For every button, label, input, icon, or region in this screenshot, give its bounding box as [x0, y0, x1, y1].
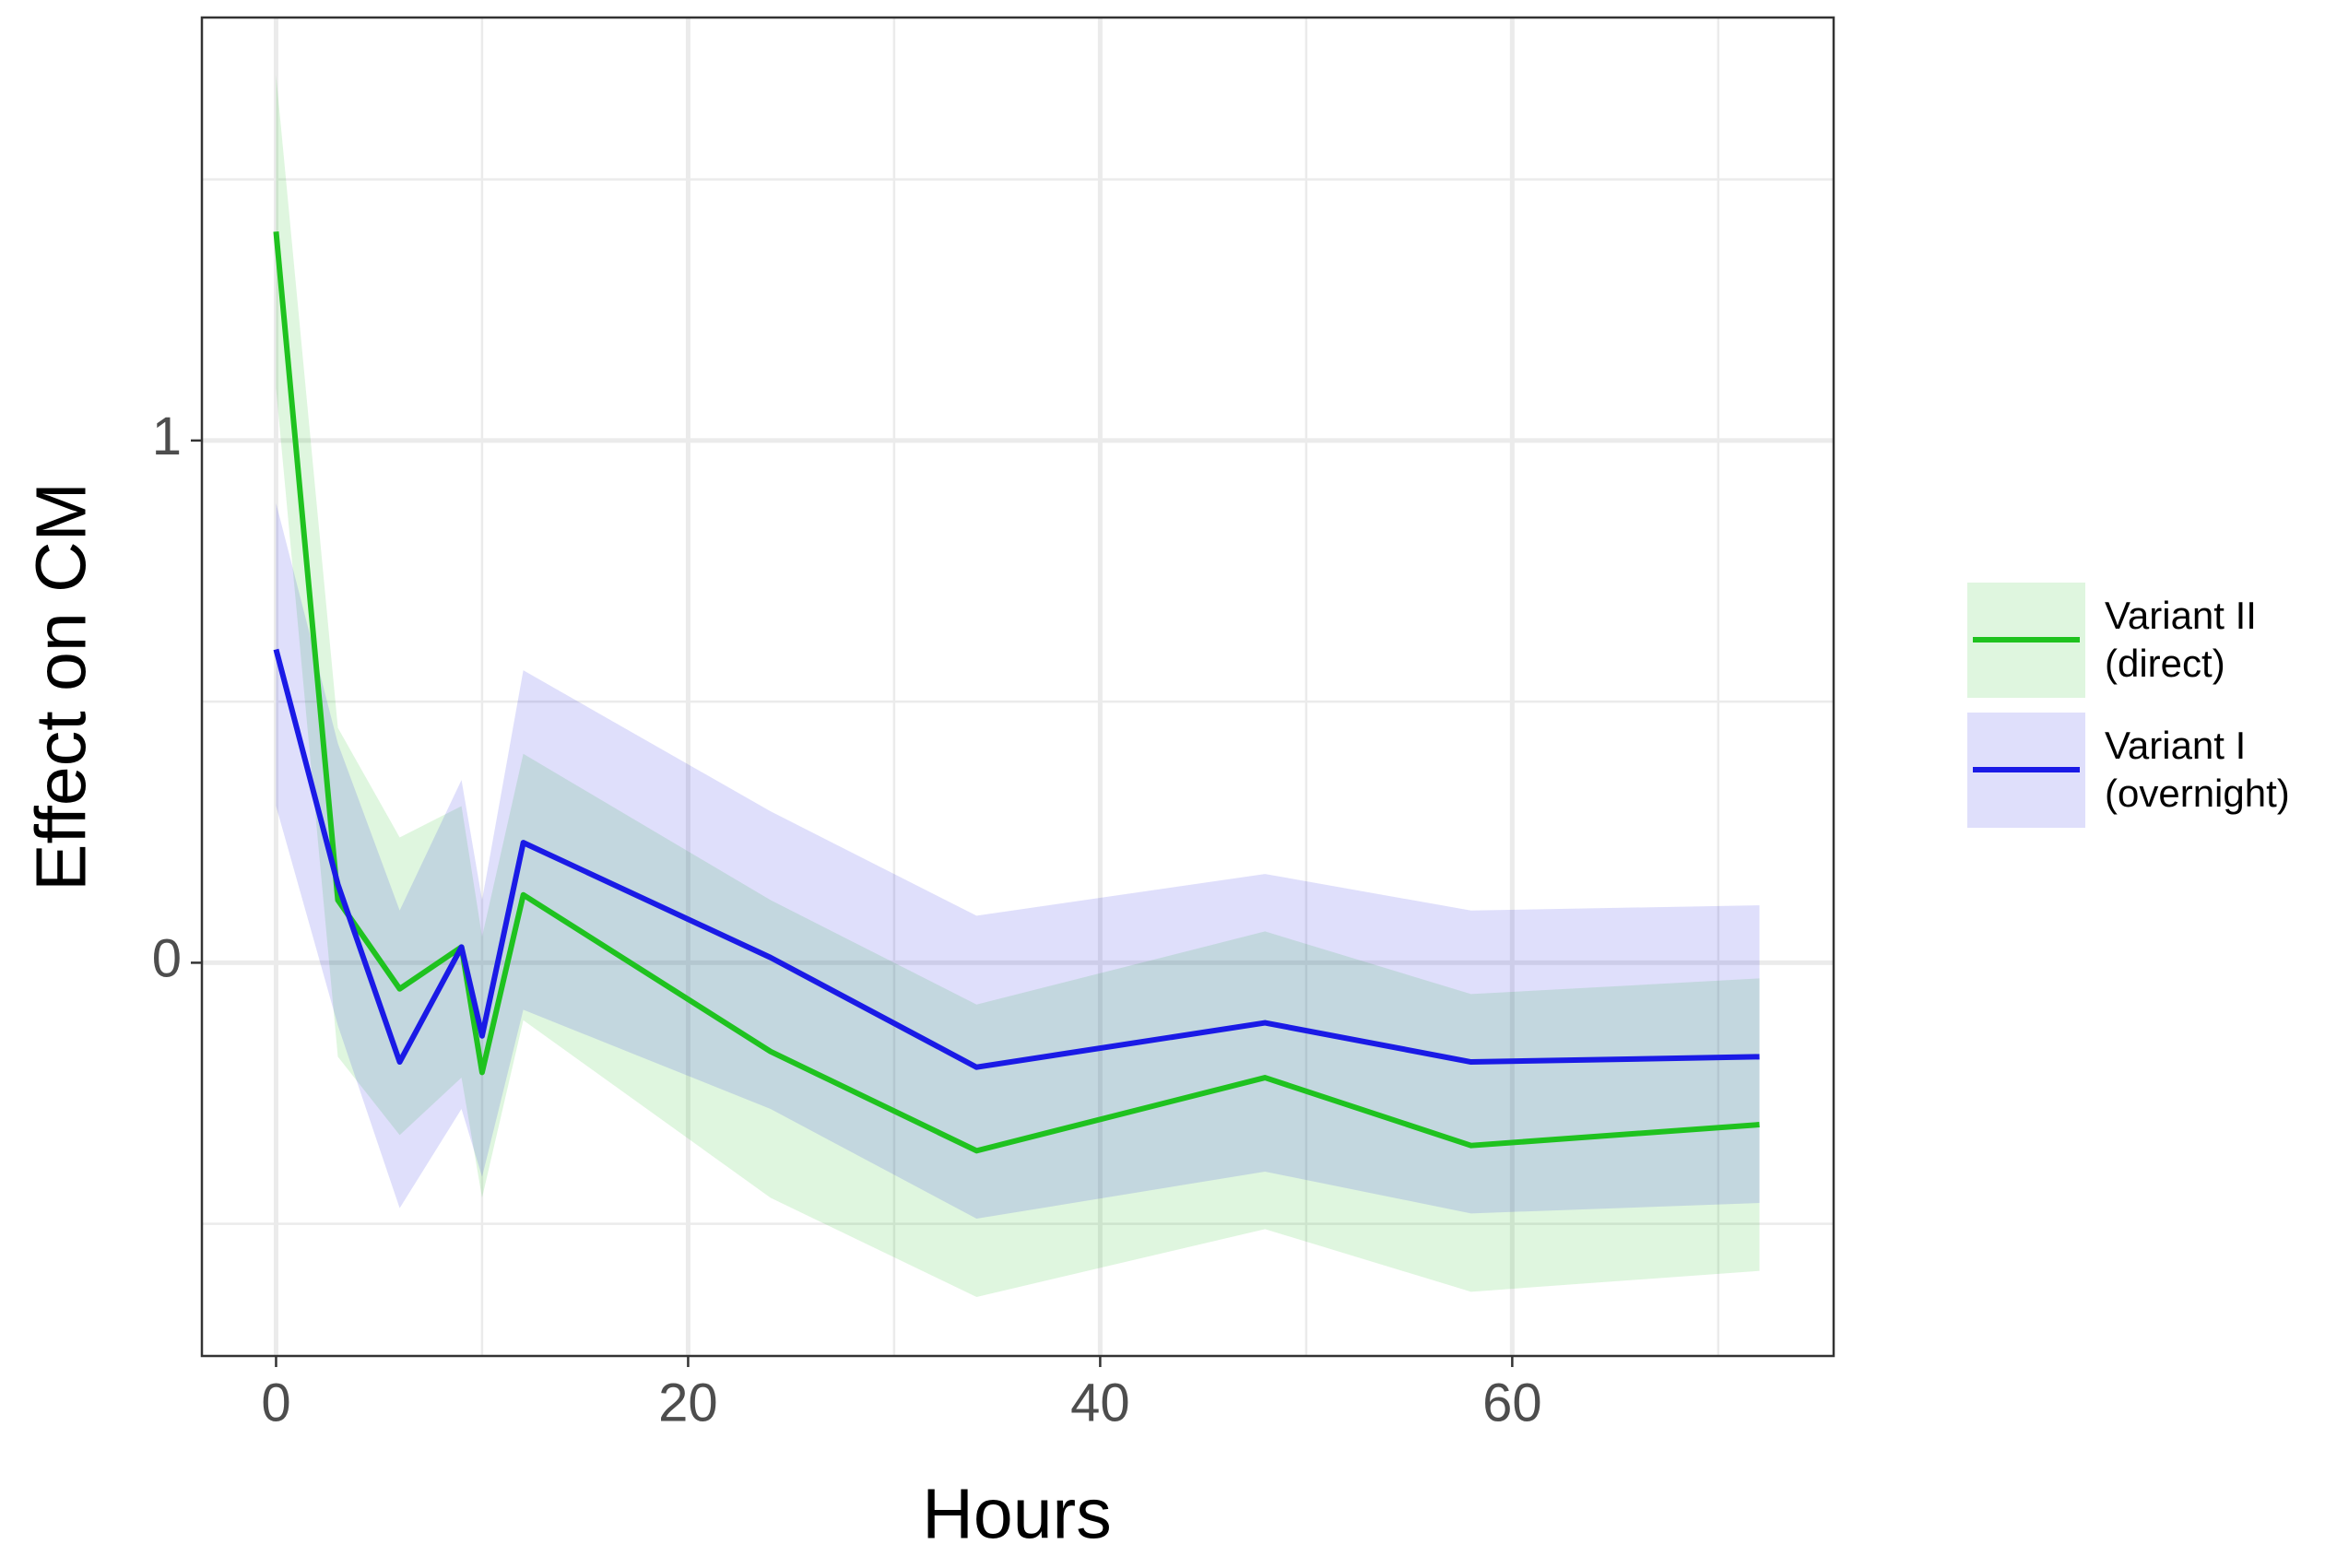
line: [273, 230, 1760, 1154]
legend-label: Variant II (direct): [2105, 594, 2257, 685]
x-tick-label: 0: [261, 1373, 290, 1432]
line: [273, 648, 1760, 1070]
y-axis-title: Effect on CM: [21, 482, 100, 891]
panel: [202, 18, 1834, 1356]
x-tick-label: 20: [658, 1373, 718, 1432]
panel-border: [200, 16, 1835, 1358]
y-tick-label: 0: [152, 929, 182, 989]
x-axis-title: Hours: [922, 1474, 1111, 1553]
legend-label: Variant I (overnight): [2105, 724, 2290, 815]
confidence-band: [276, 502, 1760, 1220]
y-tick-label: 1: [152, 407, 182, 466]
confidence-band: [276, 75, 1760, 1297]
x-tick-label: 40: [1070, 1373, 1130, 1432]
x-tick-label: 60: [1482, 1373, 1542, 1432]
